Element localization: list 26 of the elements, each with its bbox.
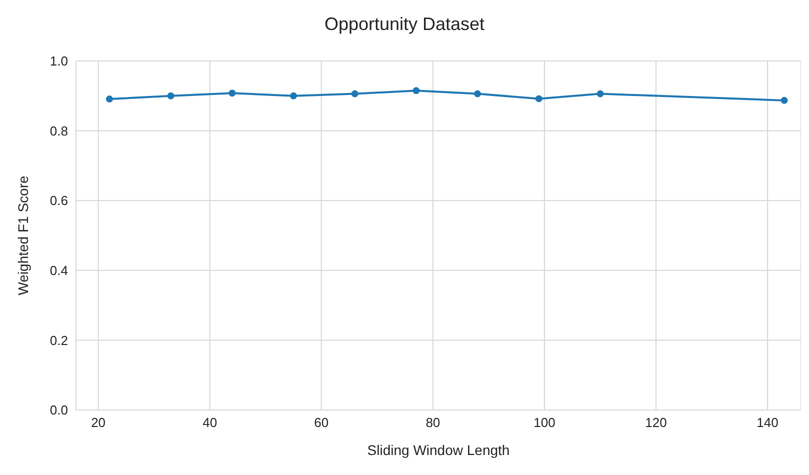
x-tick-label: 40 xyxy=(202,415,218,430)
point xyxy=(535,95,542,102)
y-tick-label: 1.0 xyxy=(50,54,68,69)
y-tick-label: 0.4 xyxy=(50,263,68,278)
y-tick-label: 0.0 xyxy=(50,402,68,418)
point xyxy=(106,96,113,103)
x-tick-label: 120 xyxy=(645,415,667,430)
point xyxy=(351,90,358,98)
x-axis-title: Sliding Window Length xyxy=(367,442,510,458)
x-tick-label: 80 xyxy=(426,415,440,430)
y-tick-label: 0.2 xyxy=(50,332,68,348)
x-tick-label: 60 xyxy=(314,415,329,430)
point xyxy=(596,90,604,98)
y-tick-label: 0.8 xyxy=(50,123,68,138)
x-tick-label: 20 xyxy=(91,415,106,430)
chart-title: Opportunity Dataset xyxy=(323,14,486,35)
point xyxy=(780,96,788,104)
x-tick-label: 140 xyxy=(756,415,778,430)
x-tick-label: 100 xyxy=(534,415,556,430)
point xyxy=(412,87,420,94)
y-axis-title: Weighted F1 Score xyxy=(14,176,31,296)
point xyxy=(228,90,236,97)
point xyxy=(474,90,482,98)
point xyxy=(167,92,174,100)
y-tick-label: 0.6 xyxy=(50,193,68,208)
point xyxy=(290,92,297,100)
